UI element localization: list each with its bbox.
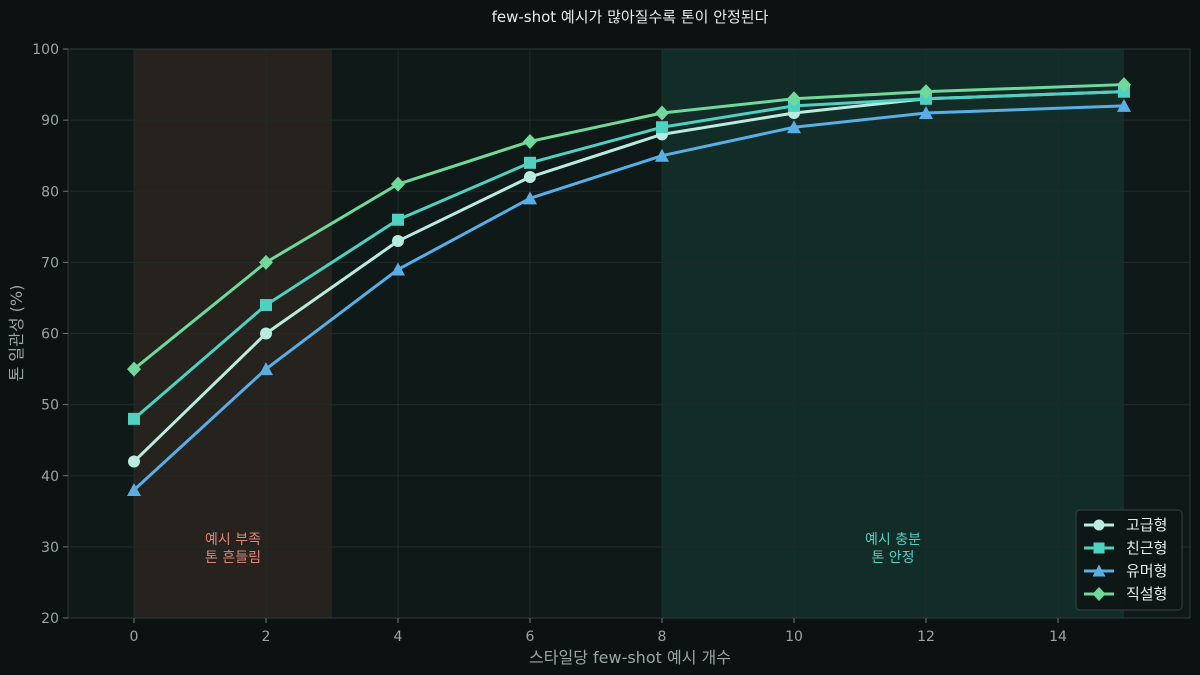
region-label-line2: 톤 흔들림 [205, 550, 261, 566]
data-point [523, 191, 537, 205]
data-point [128, 412, 140, 425]
data-point [391, 262, 405, 276]
y-tick-label: 90 [41, 113, 59, 129]
x-tick-label: 12 [917, 629, 935, 645]
data-point [656, 121, 668, 134]
data-point [1117, 98, 1131, 112]
region-label-line1: 예시 충분 [865, 532, 921, 548]
data-point [260, 299, 272, 312]
x-tick-label: 14 [1049, 629, 1067, 645]
data-point [392, 213, 404, 226]
region-label-line1: 예시 부족 [205, 532, 261, 548]
y-tick-label: 100 [32, 42, 59, 58]
axis-ticks: 20 30 40 50 60 70 80 90 100 0 2 4 6 8 10 12 14 [32, 42, 1067, 645]
legend-marker [1092, 587, 1106, 601]
data-point [919, 84, 933, 100]
x-tick-label: 6 [526, 629, 535, 645]
data-point [259, 254, 273, 270]
x-tick-label: 2 [262, 629, 271, 645]
data-point [127, 361, 141, 377]
data-point [259, 362, 273, 376]
legend-item-3: 직설형 [1084, 585, 1167, 603]
x-tick-label: 8 [658, 629, 667, 645]
series-2 [127, 98, 1131, 496]
y-tick-label: 80 [41, 184, 59, 200]
y-tick-label: 40 [41, 469, 59, 485]
legend-label: 고급형 [1126, 516, 1167, 534]
x-tick-label: 10 [785, 629, 803, 645]
series-3 [127, 77, 1131, 377]
legend-item-1: 친근형 [1084, 539, 1167, 557]
data-point [787, 120, 801, 134]
y-tick-label: 60 [41, 327, 59, 343]
data-point [655, 105, 669, 121]
region-label-line2: 톤 안정 [871, 550, 914, 566]
legend-item-2: 유머형 [1084, 562, 1167, 580]
x-tick-label: 0 [130, 629, 139, 645]
legend-marker [1093, 542, 1105, 554]
y-tick-label: 30 [41, 540, 59, 556]
legend-item-0: 고급형 [1084, 516, 1167, 534]
legend-marker [1093, 519, 1105, 531]
x-axis-label: 스타일당 few-shot 예시 개수 [529, 648, 731, 667]
data-point [392, 235, 404, 248]
series-line-2 [132, 104, 1126, 492]
y-tick-label: 50 [41, 398, 59, 414]
legend-box [1075, 509, 1183, 611]
data-point [655, 148, 669, 162]
data-point [1117, 77, 1131, 93]
data-point [523, 133, 537, 149]
data-point [524, 156, 536, 169]
legend-label: 직설형 [1126, 585, 1167, 603]
data-point [127, 482, 141, 496]
y-axis-label: 톤 일관성 (%) [7, 285, 26, 382]
y-tick-label: 20 [41, 611, 59, 627]
data-point [919, 106, 933, 120]
chart-title: few-shot 예시가 많아질수록 톤이 안정된다 [492, 8, 769, 26]
series-line-1 [132, 90, 1126, 421]
data-point [260, 327, 272, 340]
x-tick-label: 4 [394, 629, 403, 645]
data-point [128, 455, 140, 468]
data-point [391, 176, 405, 192]
y-tick-label: 70 [41, 255, 59, 271]
region-labels: 예시 부족톤 흔들림 예시 충분톤 안정 [205, 532, 921, 566]
series-line-3 [132, 83, 1126, 371]
legend-label: 유머형 [1126, 562, 1167, 580]
data-point [787, 91, 801, 107]
legend-label: 친근형 [1126, 539, 1167, 557]
data-point [524, 171, 536, 184]
series-lines [127, 77, 1131, 496]
legend-marker [1092, 564, 1106, 577]
